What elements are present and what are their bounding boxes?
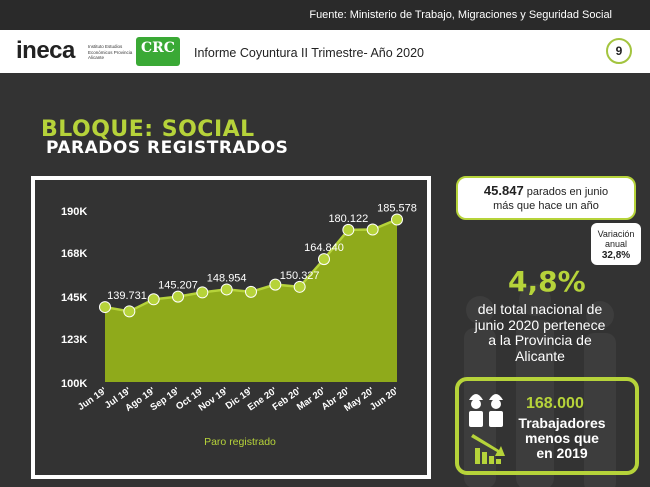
report-title: Informe Coyuntura II Trimestre- Año 2020 <box>194 46 424 60</box>
annual-increase-text-a: parados en junio <box>526 186 609 198</box>
page-number: 9 <box>606 38 632 64</box>
data-label: 180.122 <box>328 213 368 225</box>
y-tick-label: 145K <box>61 292 87 304</box>
y-tick-label: 168K <box>61 248 87 260</box>
national-share-value: 4,8% <box>508 265 586 298</box>
data-point <box>99 301 111 314</box>
people-silhouette-icon <box>464 284 616 487</box>
top-bar <box>0 0 650 30</box>
data-label: 139.731 <box>107 290 147 302</box>
data-point <box>123 305 136 318</box>
data-point <box>269 278 282 291</box>
legend-label: Paro registrado <box>204 436 276 448</box>
crc-logo: CRC <box>136 37 180 66</box>
data-point <box>245 285 257 298</box>
ineca-logo: ineca <box>16 37 75 64</box>
y-tick-label: 123K <box>61 334 87 346</box>
data-point <box>342 223 355 236</box>
share-line-1: del total nacional de <box>477 301 603 317</box>
ineca-logo-subtitle: Instituto Estudios Económicos Provincia … <box>88 44 133 60</box>
data-point <box>147 293 160 306</box>
source-text: Fuente: Ministerio de Trabajo, Migracion… <box>309 9 612 21</box>
data-label: 185.578 <box>377 202 417 214</box>
national-share-text: del total nacional de junio 2020 pertene… <box>460 301 620 364</box>
section-title: BLOQUE: SOCIAL <box>41 117 255 142</box>
header-bar <box>0 30 650 73</box>
annual-increase-text-b: más que hace un año <box>493 200 599 212</box>
workers-line-1: Trabajadores <box>518 415 606 431</box>
data-point <box>293 280 306 293</box>
data-point <box>196 286 209 299</box>
data-label: 145.207 <box>158 280 198 292</box>
section-subtitle: PARADOS REGISTRADOS <box>46 138 289 158</box>
variation-label-1: Variación <box>597 229 635 239</box>
annual-increase-callout: 45.847 parados en junio más que hace un … <box>456 176 636 220</box>
variation-label-2: anual <box>604 239 628 249</box>
workers-line-2: menos que <box>525 430 599 446</box>
variation-value: 32,8% <box>601 250 631 261</box>
crc-logo-text: CRC <box>141 40 175 56</box>
share-line-2: junio 2020 pertenece <box>474 316 606 333</box>
data-point <box>391 213 403 226</box>
workers-line-3: en 2019 <box>536 445 588 461</box>
annual-variation-badge: Variación anual 32,8% <box>591 223 641 265</box>
data-point <box>366 223 379 236</box>
workers-text: Trabajadores menos que en 2019 <box>512 416 612 461</box>
share-line-3: a la Provincia de <box>488 332 592 348</box>
data-point <box>172 290 184 303</box>
share-line-4: Alicante <box>515 347 565 364</box>
data-point <box>318 253 330 266</box>
chart-frame: 190K 168K 145K 123K 100K 139.731 145.207 148.95… <box>31 176 431 479</box>
annual-increase-value: 45.847 <box>483 183 524 198</box>
y-tick-label: 190K <box>61 206 87 218</box>
workers-decline-icon <box>469 394 505 464</box>
data-label: 164.840 <box>304 242 344 254</box>
data-label: 148.954 <box>207 272 247 284</box>
unemployment-area-chart: 190K 168K 145K 123K 100K 139.731 145.207 148.95… <box>61 202 417 448</box>
y-tick-label: 100K <box>61 378 87 390</box>
workers-box <box>455 377 639 475</box>
data-label: 150.327 <box>280 270 320 282</box>
workers-value: 168.000 <box>526 395 584 412</box>
data-point <box>220 283 233 296</box>
